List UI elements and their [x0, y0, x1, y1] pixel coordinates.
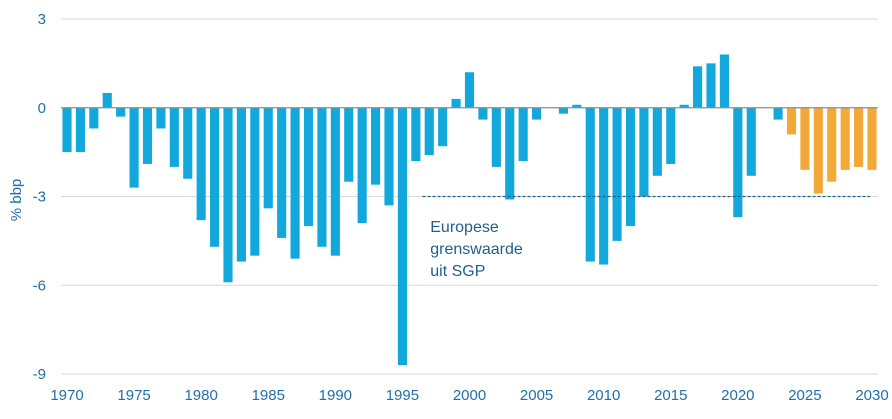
x-tick-label: 2010: [587, 387, 620, 404]
bar-2010: [599, 107, 609, 265]
annotation-line: grenswaarde: [430, 241, 523, 258]
bar-2019: [719, 54, 729, 108]
bar-1989: [317, 107, 327, 247]
bar-2029: [854, 107, 864, 167]
x-tick-label: 1995: [386, 387, 419, 404]
bar-1997: [424, 107, 434, 156]
x-tick-label: 1990: [319, 387, 352, 404]
annotation-line: Europese: [430, 219, 499, 236]
bar-1994: [384, 107, 394, 206]
bar-1984: [250, 107, 260, 256]
bar-1973: [102, 92, 112, 108]
x-tick-label: 2015: [654, 387, 687, 404]
bar-1998: [438, 107, 448, 147]
x-tick-label: 1985: [252, 387, 285, 404]
bar-2009: [585, 107, 595, 262]
x-tick-label: 2005: [520, 387, 553, 404]
bar-2003: [505, 107, 515, 200]
bar-1993: [371, 107, 381, 185]
bar-1970: [62, 107, 72, 153]
y-axis-label: % bbp: [8, 179, 25, 222]
bar-2007: [558, 107, 568, 114]
bar-1987: [290, 107, 300, 259]
bar-2023: [773, 107, 783, 120]
bar-2004: [518, 107, 528, 161]
bar-2030: [867, 107, 877, 170]
x-tick-label: 1970: [50, 387, 83, 404]
x-tick-label: 1975: [117, 387, 150, 404]
bar-2017: [693, 66, 703, 108]
bar-1980: [196, 107, 206, 221]
bar-1975: [129, 107, 139, 188]
bar-1990: [330, 107, 340, 256]
x-tick-label: 2000: [453, 387, 486, 404]
bar-2008: [572, 104, 582, 108]
bar-2012: [625, 107, 636, 227]
bar-1979: [183, 107, 193, 179]
bar-1974: [116, 107, 126, 117]
bar-2018: [706, 63, 716, 108]
bar-2011: [612, 107, 622, 241]
bar-1981: [210, 107, 220, 247]
bar-1988: [303, 107, 314, 227]
bar-2020: [733, 107, 743, 218]
x-tick-labels: 1970 1975 1980 1985 1990 1995 2000 2005 2010 2015…: [50, 387, 888, 404]
bar-2016: [679, 104, 689, 108]
bar-1972: [89, 107, 99, 129]
annotation-line: uit SGP: [430, 263, 485, 280]
bar-1999: [451, 98, 461, 108]
x-tick-label: 1980: [184, 387, 217, 404]
bar-1986: [277, 107, 287, 238]
bar-2024: [786, 107, 797, 135]
x-tick-label: 2030: [855, 387, 888, 404]
y-tick-label: -9: [33, 366, 46, 383]
bar-2005: [532, 107, 542, 120]
bars: [62, 54, 877, 366]
bar-2021: [746, 107, 756, 176]
bar-2025: [800, 107, 810, 170]
y-tick-label: 0: [38, 100, 46, 117]
bar-2013: [639, 107, 649, 197]
bar-2026: [813, 107, 823, 194]
bar-2014: [652, 107, 662, 176]
bar-1996: [411, 107, 421, 161]
bar-1995: [397, 107, 407, 366]
reference-line-label: Europese grenswaarde uit SGP: [430, 219, 523, 280]
bar-1992: [357, 107, 367, 224]
y-tick-label: 3: [38, 11, 46, 28]
x-tick-label: 2020: [721, 387, 754, 404]
bar-1991: [344, 107, 354, 182]
bar-1976: [142, 107, 153, 164]
bar-1983: [236, 107, 246, 262]
bar-1985: [263, 107, 273, 209]
bar-2000: [464, 72, 475, 108]
y-tick-label: -6: [33, 277, 46, 294]
bar-2027: [827, 107, 837, 182]
bar-2028: [840, 107, 850, 170]
y-tick-label: -3: [33, 189, 46, 206]
bar-2015: [666, 107, 676, 164]
y-tick-labels: 3 0 -3 -6 -9: [33, 11, 46, 383]
bar-1971: [75, 107, 85, 153]
x-tick-label: 2025: [788, 387, 821, 404]
bar-2002: [491, 107, 501, 167]
bar-2001: [478, 107, 488, 120]
bar-1978: [169, 107, 179, 167]
bar-1977: [156, 107, 166, 129]
bar-1982: [223, 107, 233, 283]
